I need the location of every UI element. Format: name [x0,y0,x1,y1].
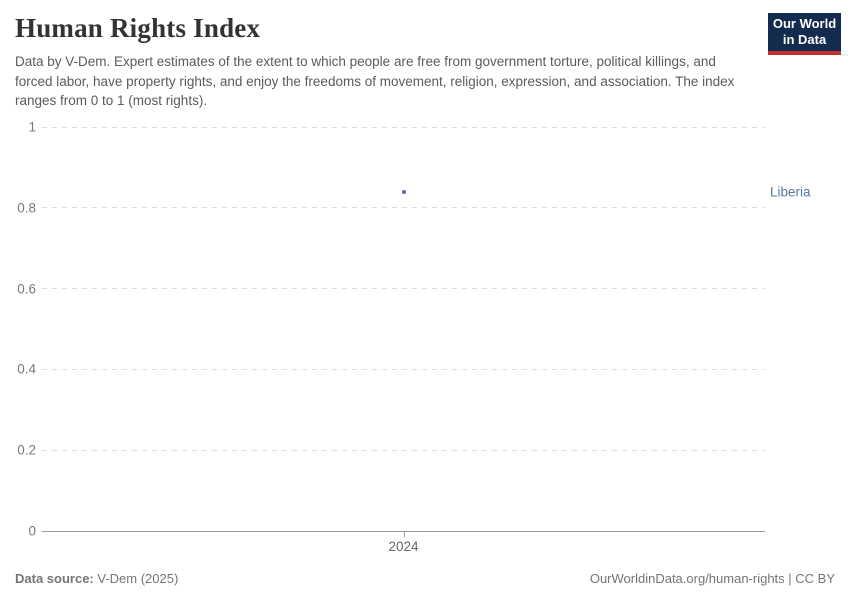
credit-link[interactable]: OurWorldinData.org/human-rights | CC BY [589,571,835,586]
x-tick-label: 2024 [388,539,419,554]
y-tick-label: 0 [28,523,36,539]
y-tick-label: 0.2 [17,442,36,458]
data-source-value: V-Dem (2025) [93,571,179,586]
gridline [42,126,765,128]
owid-logo-line2: in Data [782,32,827,47]
gridline [42,207,765,209]
x-axis-line [42,530,765,532]
gridline [42,288,765,290]
chart-subtitle: Data by V-Dem. Expert estimates of the e… [15,54,735,108]
y-tick-label: 0.6 [17,281,36,297]
data-point-liberia[interactable] [401,189,406,194]
gridline [42,368,765,370]
chart-title: Human Rights Index [15,13,261,43]
data-source: Data source: V-Dem (2025) [15,571,178,586]
x-tick-mark [403,532,405,537]
owid-logo-line1: Our World [772,16,837,31]
footer: Data source: V-Dem (2025) OurWorldinData… [15,571,835,586]
entity-label-liberia[interactable]: Liberia [770,184,811,200]
owid-logo[interactable]: Our World in Data [768,13,841,55]
y-tick-label: 0.8 [17,200,36,216]
data-source-label: Data source: [15,571,94,586]
y-tick-label: 0.4 [17,361,36,377]
y-tick-label: 1 [28,119,36,135]
gridline [42,449,765,451]
